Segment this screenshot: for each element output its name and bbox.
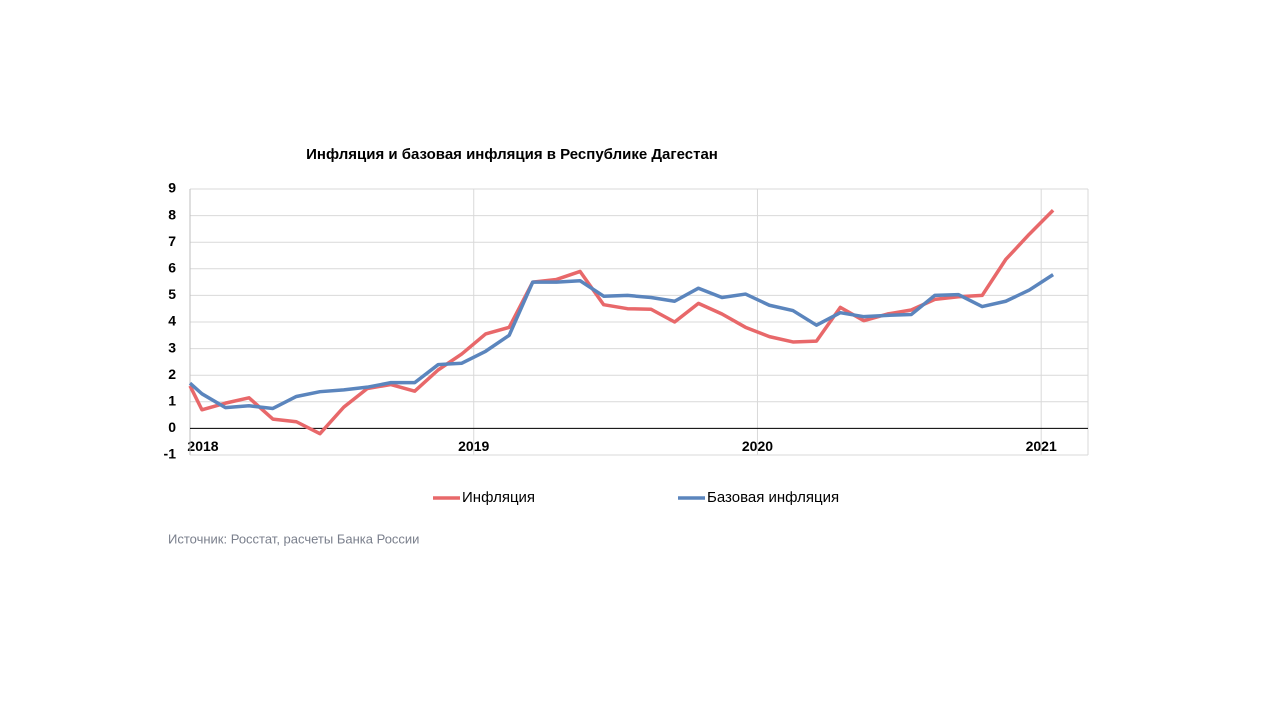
x-tick-label: 2018 xyxy=(187,438,218,454)
y-tick-label: 4 xyxy=(168,313,176,329)
x-tick-label: 2019 xyxy=(458,438,489,454)
x-tick-label: 2020 xyxy=(742,438,773,454)
legend-label: Инфляция xyxy=(462,489,535,506)
x-tick-label: 2021 xyxy=(1026,438,1057,454)
y-tick-label: 9 xyxy=(168,180,176,196)
source-note: Источник: Росстат, расчеты Банка России xyxy=(168,531,419,546)
y-tick-label: 0 xyxy=(168,419,176,435)
y-tick-label: 8 xyxy=(168,206,176,222)
y-tick-label: 3 xyxy=(168,339,176,355)
data-line xyxy=(188,273,1055,411)
data-line xyxy=(188,209,1055,436)
legend-label: Базовая инфляция xyxy=(707,489,839,506)
y-tick-label: 5 xyxy=(168,286,176,302)
y-tick-label: 1 xyxy=(168,393,176,409)
y-tick-label: 7 xyxy=(168,233,176,249)
y-tick-label: -1 xyxy=(164,446,177,462)
y-tick-label: 2 xyxy=(168,366,176,382)
chart-title: Инфляция и базовая инфляция в Республике… xyxy=(306,146,718,163)
y-tick-label: 6 xyxy=(168,260,176,276)
